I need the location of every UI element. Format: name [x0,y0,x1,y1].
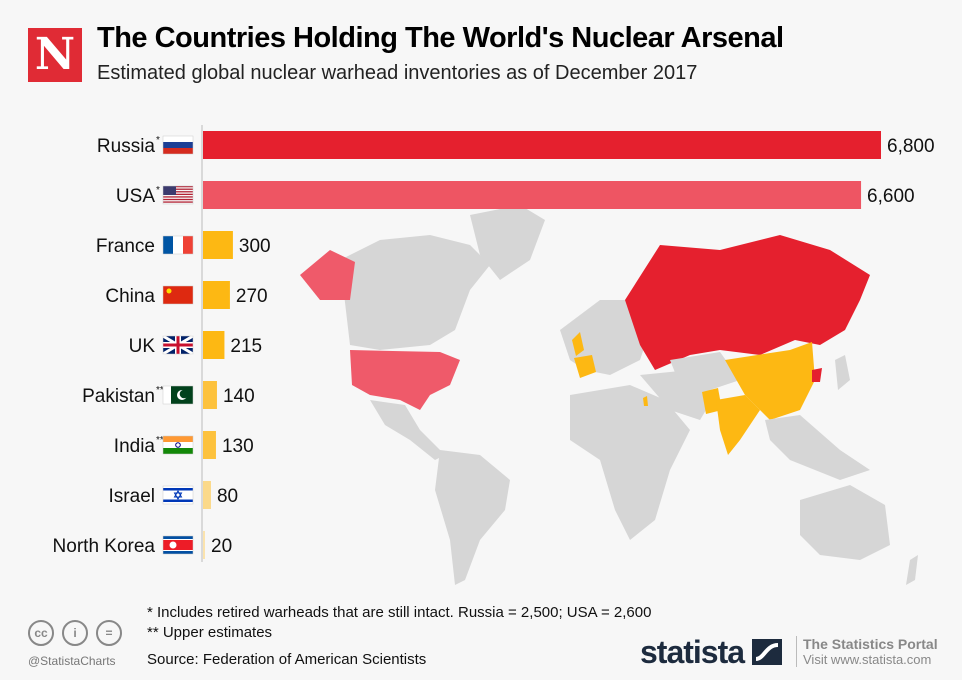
map-usa [350,350,460,410]
footnote-marker: * [156,135,160,146]
value-label: 140 [223,386,255,407]
flag-icon-china [162,285,194,305]
value-label: 270 [236,286,268,307]
map-russia [625,235,870,370]
bar [203,431,216,459]
bar-row-uk: 215 UK [129,331,262,359]
category-label: UK [129,336,156,357]
value-label: 80 [217,486,238,507]
no-derivatives-icon[interactable]: = [96,620,122,646]
statista-logo[interactable]: statista [640,634,782,671]
map-china [725,342,815,420]
map-mexico-central [370,400,445,460]
flag-icon-israel [162,485,194,505]
chart-title: The Countries Holding The World's Nuclea… [97,22,784,54]
bar [203,531,205,559]
flag-icon-india [162,435,194,455]
category-label: North Korea [53,536,156,557]
map-canada [340,235,490,350]
cc-license-icon[interactable]: cc [28,620,54,646]
category-label: Israel [109,486,155,507]
world-map [300,205,918,585]
newsweek-logo: N [28,28,82,82]
value-label: 130 [222,436,254,457]
bar-row-china: 270 China [105,281,268,309]
map-australia [800,485,890,560]
statistics-portal[interactable]: The Statistics Portal Visit www.statista… [796,636,938,667]
bar [203,281,230,309]
map-alaska [300,250,355,300]
map-japan [835,355,850,390]
category-label: China [105,286,155,307]
value-label: 20 [211,536,232,557]
category-label: Russia [97,136,156,157]
value-label: 6,600 [867,186,915,207]
value-label: 215 [230,336,262,357]
category-label: India [114,436,156,457]
bar [203,331,225,359]
value-label: 6,800 [887,136,935,157]
bar-row-pakistan: 140 Pakistan ** [82,381,255,409]
flag-icon-usa [162,185,194,205]
flag-icon-north-korea [162,535,194,555]
category-label: Pakistan [82,386,155,407]
map-nz [906,555,918,585]
twitter-handle[interactable]: @StatistaCharts [28,654,116,668]
flag-icon-france [162,235,194,255]
map-uk [572,332,584,356]
value-label: 300 [239,236,271,257]
map-france [574,355,596,378]
category-label: France [96,236,155,257]
map-israel [643,396,648,406]
flag-icon-russia [162,135,194,155]
bar [203,131,881,159]
map-greenland [470,205,545,280]
footnote-marker: ** [156,385,164,396]
bar-row-india: 130 India ** [114,431,254,459]
bar [203,381,217,409]
map-se-asia [765,415,870,480]
map-africa [570,385,690,540]
footnote-marker: * [156,185,160,196]
bar [203,181,862,209]
chart-subtitle: Estimated global nuclear warhead invento… [97,62,698,84]
bar-row-russia: 6,800 Russia * [97,131,935,159]
statista-logo-icon [751,639,782,665]
attribution-icon[interactable]: i [62,620,88,646]
map-central-asia [670,352,740,390]
source-note: Source: Federation of American Scientist… [147,651,427,668]
bar-row-north-korea: 20 North Korea [53,531,232,559]
bar [203,481,211,509]
flag-icon-pakistan [162,385,194,405]
footnote-marker: ** [156,435,164,446]
flag-icon-uk [162,334,194,356]
map-india [716,395,760,455]
bar-row-usa: 6,600 USA * [116,181,915,209]
map-europe [560,300,650,375]
map-north-korea [812,368,822,382]
footnote-retired: * Includes retired warheads that are sti… [147,604,652,621]
bar [203,231,233,259]
bar-row-israel: 80 Israel [109,481,238,509]
footnote-upper: ** Upper estimates [147,624,273,641]
map-south-america [435,450,510,585]
bar-row-france: 300 France [96,231,271,259]
category-label: USA [116,186,155,207]
